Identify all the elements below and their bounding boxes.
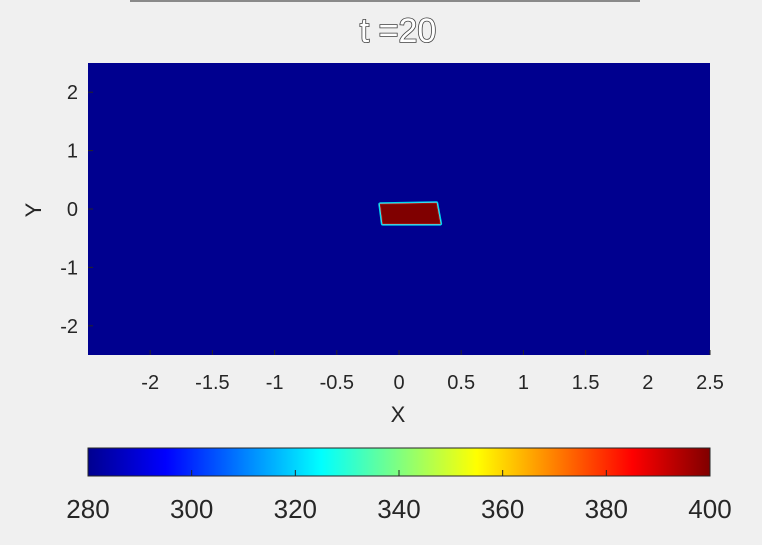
chart-title: t =20 — [360, 12, 437, 50]
x-tick-label: -1.5 — [195, 372, 229, 394]
colorbar-tick-label: 340 — [377, 494, 420, 524]
y-tick-label: -1 — [60, 257, 78, 279]
x-tick-label: 0.5 — [447, 372, 475, 394]
colorbar-tick-label: 400 — [688, 494, 731, 524]
x-tick-label: -0.5 — [320, 372, 354, 394]
x-tick-label: 0 — [393, 372, 404, 394]
y-tick-label: 0 — [67, 199, 78, 221]
colorbar-tick-label: 300 — [170, 494, 213, 524]
hot-region — [379, 202, 441, 225]
y-tick-label: -2 — [60, 316, 78, 338]
y-tick-label: 1 — [67, 141, 78, 163]
x-axis-label: X — [391, 402, 406, 427]
colorbar-tick-label: 380 — [585, 494, 628, 524]
colorbar-tick-label: 320 — [274, 494, 317, 524]
x-tick-label: -1 — [266, 372, 284, 394]
x-tick-label: 1 — [518, 372, 529, 394]
colorbar-tick-label: 280 — [66, 494, 109, 524]
x-tick-label: -2 — [141, 372, 159, 394]
x-tick-label: 2 — [642, 372, 653, 394]
y-axis-label: Y — [21, 202, 46, 217]
colorbar-tick-label: 360 — [481, 494, 524, 524]
x-tick-label: 2.5 — [696, 372, 724, 394]
x-tick-label: 1.5 — [572, 372, 600, 394]
y-tick-label: 2 — [67, 82, 78, 104]
